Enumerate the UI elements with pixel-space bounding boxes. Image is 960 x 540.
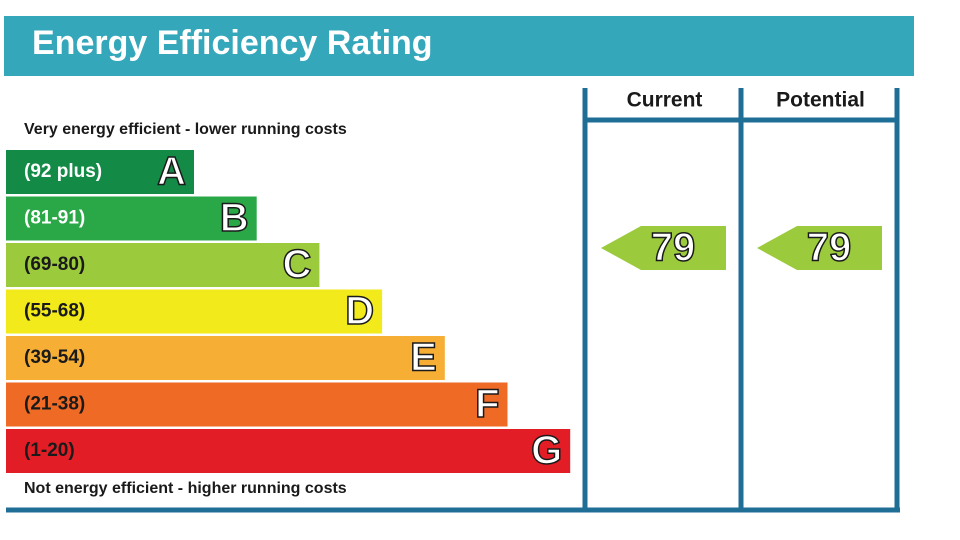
band-letter: A	[157, 150, 186, 194]
band-bar	[6, 196, 257, 241]
frame	[6, 88, 900, 513]
bottom-label: Not energy efficient - higher running co…	[24, 480, 347, 497]
band-bar	[6, 243, 320, 287]
band-range: (55-68)	[24, 301, 85, 322]
band-bar	[6, 150, 194, 194]
rating-arrow	[601, 226, 726, 270]
column-header: Current	[627, 89, 703, 112]
band-letter: D	[345, 289, 374, 333]
rating-arrow	[757, 226, 882, 270]
band-letter: C	[283, 243, 312, 287]
band-bar	[6, 289, 383, 334]
band-range: (69-80)	[24, 254, 85, 275]
band-range: (1-20)	[24, 440, 75, 461]
band-letter: G	[531, 429, 562, 473]
band-range: (21-38)	[24, 394, 85, 415]
rating-value: 79	[651, 226, 696, 270]
band-bar	[6, 336, 445, 380]
band-letter: B	[220, 196, 249, 240]
band-bar	[6, 382, 508, 427]
column-header: Potential	[776, 89, 865, 112]
band-letter: F	[475, 382, 499, 426]
band-range: (39-54)	[24, 347, 85, 368]
band-letter: E	[410, 336, 437, 380]
title: Energy Efficiency Rating	[32, 24, 433, 62]
band-bar	[6, 429, 571, 473]
rating-value: 79	[807, 226, 852, 270]
band-range: (81-91)	[24, 208, 85, 229]
top-label: Very energy efficient - lower running co…	[24, 121, 347, 138]
title-bar	[4, 16, 914, 76]
band-range: (92 plus)	[24, 161, 102, 182]
